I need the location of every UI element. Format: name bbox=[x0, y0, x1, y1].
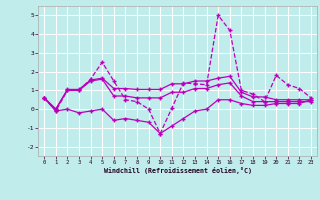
X-axis label: Windchill (Refroidissement éolien,°C): Windchill (Refroidissement éolien,°C) bbox=[104, 167, 252, 174]
